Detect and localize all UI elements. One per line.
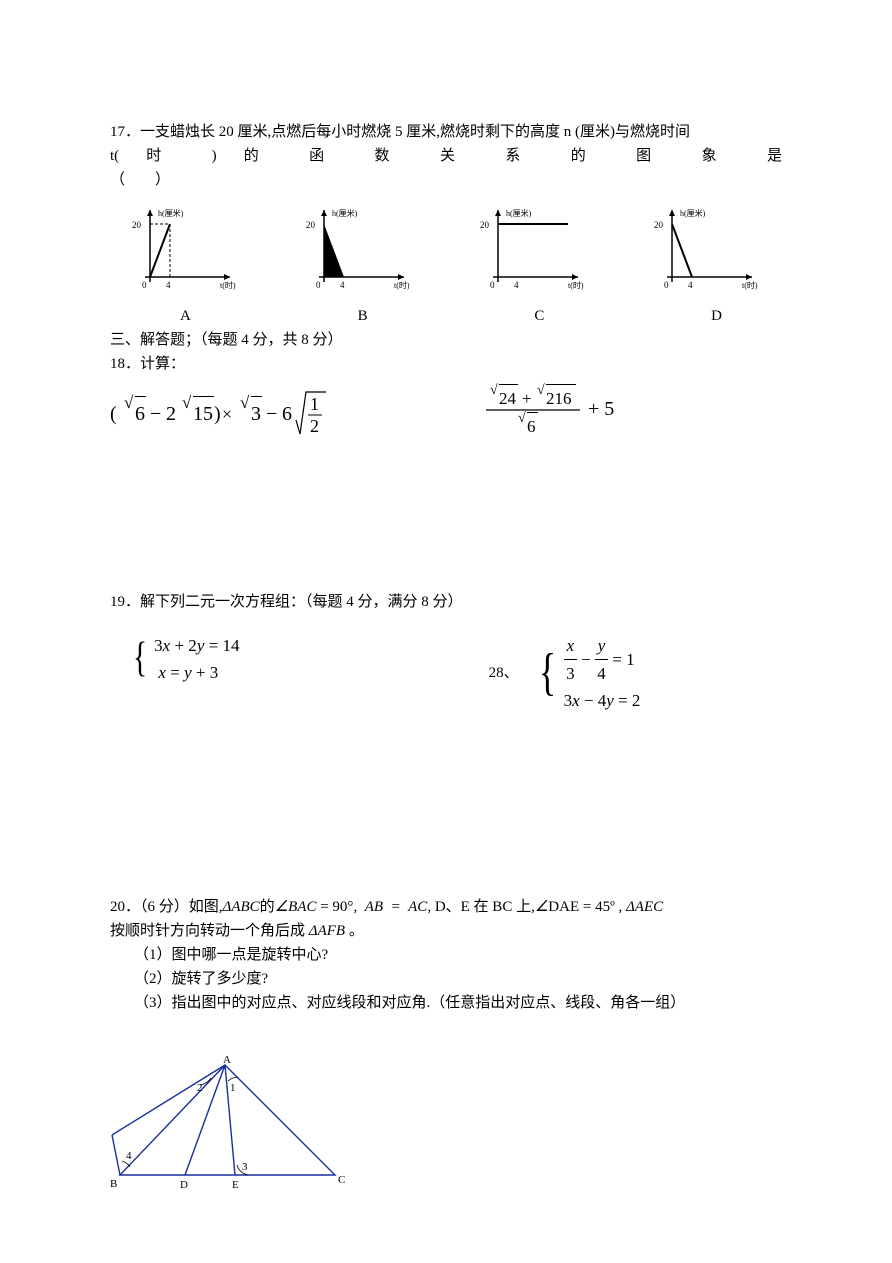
svg-text:20: 20 [654, 220, 664, 230]
svg-text:3: 3 [242, 1161, 248, 1173]
svg-text:h(厘米): h(厘米) [332, 208, 358, 218]
q19-number: 19． [110, 594, 140, 610]
q17-text2: t( 时 ) 的 函 数 关 系 的 图 象 是 [110, 144, 782, 168]
svg-text:+: + [522, 389, 532, 408]
svg-text:√: √ [490, 383, 498, 398]
svg-text:h(厘米): h(厘米) [506, 208, 532, 218]
svg-text:√: √ [182, 393, 192, 412]
svg-text:D: D [180, 1179, 188, 1191]
svg-text:−: − [150, 403, 161, 425]
q19-right-num: 28、 [489, 661, 519, 685]
q20: 20．（6 分）如图,ΔABC的∠BAC = 90°, AB = AC, D、E… [110, 895, 782, 919]
svg-text:E: E [232, 1179, 239, 1191]
svg-text:−: − [266, 403, 277, 425]
q20-diagram: A B C D E F 1 2 3 4 [110, 1055, 782, 1203]
svg-text:2: 2 [166, 403, 176, 425]
q18-title: 计算： [140, 356, 185, 372]
svg-text:20: 20 [306, 220, 316, 230]
svg-text:(: ( [110, 403, 117, 425]
svg-text:2: 2 [197, 1082, 203, 1094]
q19: 19．解下列二元一次方程组：（每题 4 分，满分 8 分） [110, 590, 782, 614]
svg-text:20: 20 [480, 220, 490, 230]
svg-text:4: 4 [514, 280, 519, 290]
svg-text:4: 4 [688, 280, 693, 290]
svg-text:0: 0 [664, 280, 669, 290]
svg-text:0: 0 [142, 280, 147, 290]
svg-text:6: 6 [135, 403, 145, 425]
svg-text:6: 6 [527, 417, 536, 436]
q17-number: 17． [110, 124, 140, 140]
q20-sub2: （2）旋转了多少度? [110, 967, 782, 991]
q20-prefix: （6 分）如图, [140, 899, 223, 915]
svg-text:h(厘米): h(厘米) [158, 208, 184, 218]
svg-text:t(时): t(时) [394, 280, 410, 290]
chart-a: h(厘米) t(时) 20 4 0 [110, 202, 260, 300]
q19-systems: { 3x + 2y = 14 x = y + 3 28、 { x 3 − y 4 [110, 632, 782, 715]
svg-text:24: 24 [499, 389, 517, 408]
svg-text:15: 15 [193, 403, 213, 425]
svg-text:A: A [223, 1055, 231, 1066]
option-d: D [711, 304, 722, 328]
svg-text:C: C [338, 1174, 345, 1186]
svg-text:4: 4 [166, 280, 171, 290]
option-a: A [180, 304, 191, 328]
svg-text:×: × [222, 404, 232, 424]
svg-text:1: 1 [230, 1082, 236, 1094]
svg-text:0: 0 [490, 280, 495, 290]
q19-sys-left: { 3x + 2y = 14 x = y + 3 [110, 632, 489, 686]
svg-text:B: B [110, 1178, 117, 1190]
svg-text:): ) [214, 403, 221, 425]
q20-sub1: （1）图中哪一点是旋转中心? [110, 943, 782, 967]
q20-line2: 按顺时针方向转动一个角后成 ΔAFB 。 [110, 919, 782, 943]
svg-text:4: 4 [340, 280, 345, 290]
svg-text:4: 4 [126, 1150, 132, 1162]
chart-d: h(厘米) t(时) 20 4 0 [632, 202, 782, 300]
svg-text:t(时): t(时) [568, 280, 584, 290]
svg-text:+ 5: + 5 [588, 398, 614, 420]
q20-mid2: D、E 在 BC 上, [431, 899, 535, 915]
q20-number: 20． [110, 899, 140, 915]
svg-text:h(厘米): h(厘米) [680, 208, 706, 218]
q17-text1: 一支蜡烛长 20 厘米,点燃后每小时燃烧 5 厘米,燃烧时剩下的高度 n (厘米… [140, 124, 690, 140]
chart-c: h(厘米) t(时) 20 4 0 [458, 202, 608, 300]
q18-equations: ( √ 6 − 2 √ 15 ) × √ 3 − 6 1 2 [110, 382, 782, 450]
svg-text:6: 6 [282, 403, 292, 425]
option-b: B [358, 304, 368, 328]
q18: 18．计算： [110, 352, 782, 376]
svg-text:√: √ [240, 393, 250, 412]
svg-text:20: 20 [132, 220, 142, 230]
q17: 17．一支蜡烛长 20 厘米,点燃后每小时燃烧 5 厘米,燃烧时剩下的高度 n … [110, 120, 782, 328]
q17-charts: h(厘米) t(时) 20 4 0 h(厘米) [110, 202, 782, 300]
svg-text:√: √ [124, 393, 134, 412]
q19-sys-right: 28、 { x 3 − y 4 = 1 3x − 4y = 2 [489, 632, 782, 715]
q18-number: 18． [110, 356, 140, 372]
svg-text:t(时): t(时) [742, 280, 758, 290]
section3-title: 三、解答题；（每题 4 分，共 8 分） [110, 328, 782, 352]
q19-title: 解下列二元一次方程组：（每题 4 分，满分 8 分） [140, 594, 463, 610]
svg-text:t(时): t(时) [220, 280, 236, 290]
svg-text:1: 1 [310, 394, 319, 414]
q17-text3: （ ） [110, 168, 782, 192]
svg-text:√: √ [537, 383, 545, 398]
q18-eq-right: √ 24 + √ 216 √ 6 + 5 [480, 382, 782, 450]
svg-text:0: 0 [316, 280, 321, 290]
q18-eq-left: ( √ 6 − 2 √ 15 ) × √ 3 − 6 1 2 [110, 382, 480, 450]
svg-text:2: 2 [310, 416, 319, 436]
svg-text:216: 216 [546, 389, 572, 408]
brace-icon: { [133, 640, 147, 678]
option-c: C [534, 304, 544, 328]
svg-text:3: 3 [251, 403, 261, 425]
brace-icon: { [538, 650, 555, 697]
chart-b: h(厘米) t(时) 20 4 0 [284, 202, 434, 300]
svg-text:√: √ [518, 411, 526, 426]
q20-sub3: （3）指出图中的对应点、对应线段和对应角.（任意指出对应点、线段、角各一组） [110, 991, 782, 1015]
q17-options: A B C D [110, 304, 782, 328]
